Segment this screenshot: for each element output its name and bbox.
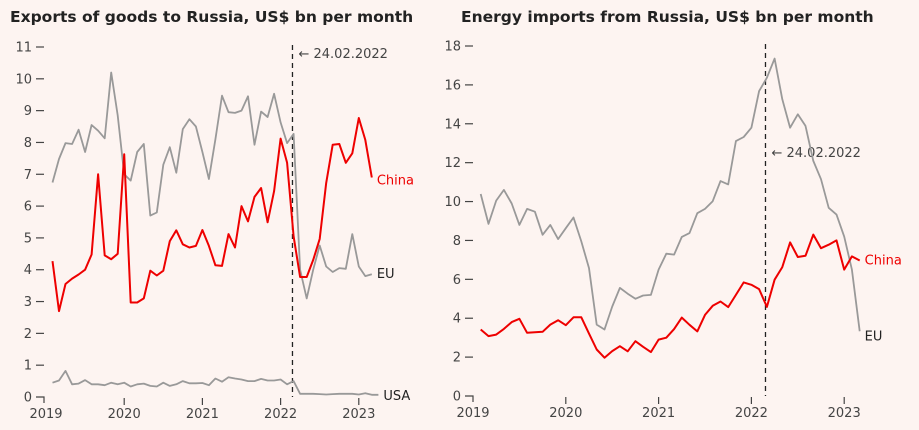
y-tick-label: 16 bbox=[444, 78, 461, 93]
y-tick-label: 0 bbox=[453, 390, 461, 405]
x-tick-label: 2019 bbox=[456, 406, 489, 421]
x-tick: 2019 bbox=[29, 407, 62, 422]
exports-line-chart: 0 1 2 3 4 5 6 7 8 9 10 11 2019 2020 2021 2022 2023 ← 24.0… bbox=[15, 41, 414, 423]
y-tick-label: 10 bbox=[444, 195, 461, 210]
x-tick-label: 2023 bbox=[828, 406, 861, 421]
series-label-eu: EU bbox=[377, 267, 395, 282]
invasion-date-label: ← 24.02.2022 bbox=[298, 47, 387, 62]
y-tick-label: 6 bbox=[24, 200, 32, 215]
y-tick: 0 bbox=[24, 391, 45, 406]
y-tick-label: 4 bbox=[24, 263, 32, 278]
series-line-china bbox=[51, 117, 373, 313]
y-tick-label: 18 bbox=[444, 40, 461, 55]
energy-line-chart: 0 2 4 6 8 10 12 14 16 18 2019 2020 2021 2022 2023 ← 24.… bbox=[444, 40, 902, 422]
series-line-usa bbox=[52, 369, 379, 396]
exports-chart-panel: Exports of goods to Russia, US$ bn per m… bbox=[10, 8, 414, 423]
y-tick-label: 7 bbox=[24, 168, 32, 183]
series-label-china: China bbox=[865, 253, 902, 268]
x-tick-label: 2021 bbox=[642, 406, 675, 421]
x-tick-label: 2020 bbox=[108, 407, 141, 422]
x-tick-label: 2022 bbox=[735, 406, 768, 421]
y-tick: 2 bbox=[24, 327, 44, 342]
y-tick: 3 bbox=[24, 295, 44, 310]
y-tick: 0 bbox=[453, 390, 474, 405]
y-tick-label: 11 bbox=[15, 41, 32, 56]
y-tick: 1 bbox=[24, 359, 44, 374]
y-tick: 16 bbox=[444, 78, 473, 93]
y-tick: 6 bbox=[453, 273, 473, 288]
y-tick: 2 bbox=[453, 351, 473, 366]
invasion-date-label: ← 24.02.2022 bbox=[771, 146, 860, 161]
series-label-usa: USA bbox=[383, 389, 410, 404]
y-tick-label: 6 bbox=[453, 273, 461, 288]
y-tick: 5 bbox=[24, 231, 44, 246]
x-tick: 2023 bbox=[342, 398, 375, 422]
y-tick-label: 9 bbox=[24, 104, 32, 119]
y-tick-label: 2 bbox=[453, 351, 461, 366]
series-label-eu: EU bbox=[865, 329, 883, 344]
y-tick-label: 1 bbox=[24, 359, 32, 374]
y-tick: 18 bbox=[444, 40, 473, 55]
y-tick: 10 bbox=[15, 72, 44, 87]
x-tick: 2020 bbox=[108, 398, 141, 422]
x-tick: 2021 bbox=[642, 397, 675, 421]
y-tick-label: 4 bbox=[453, 312, 461, 327]
axis-corner bbox=[36, 396, 45, 403]
series-line-eu bbox=[479, 57, 861, 332]
y-tick-label: 10 bbox=[15, 72, 32, 87]
series-line-eu bbox=[51, 71, 373, 300]
y-tick: 4 bbox=[453, 312, 473, 327]
y-tick-label: 0 bbox=[24, 391, 32, 406]
x-tick: 2022 bbox=[264, 398, 297, 422]
chart-title: Exports of goods to Russia, US$ bn per m… bbox=[10, 8, 414, 26]
x-tick: 2022 bbox=[735, 397, 768, 421]
y-tick-label: 5 bbox=[24, 231, 32, 246]
y-tick-label: 2 bbox=[24, 327, 32, 342]
y-tick: 14 bbox=[444, 117, 473, 132]
y-tick-label: 8 bbox=[24, 136, 32, 151]
x-tick-label: 2023 bbox=[342, 407, 375, 422]
y-tick: 9 bbox=[24, 104, 44, 119]
y-tick: 11 bbox=[15, 41, 44, 56]
y-tick-label: 14 bbox=[444, 117, 461, 132]
y-tick-label: 8 bbox=[453, 234, 461, 249]
y-tick: 8 bbox=[453, 234, 473, 249]
x-tick-label: 2022 bbox=[264, 407, 297, 422]
y-tick: 7 bbox=[24, 168, 44, 183]
series-line-china bbox=[480, 233, 861, 359]
series-label-china: China bbox=[377, 173, 414, 188]
y-tick: 4 bbox=[24, 263, 44, 278]
y-tick: 12 bbox=[444, 156, 473, 171]
y-tick: 6 bbox=[24, 200, 44, 215]
y-tick-label: 3 bbox=[24, 295, 32, 310]
axis-corner bbox=[465, 395, 474, 402]
chart-title: Energy imports from Russia, US$ bn per m… bbox=[461, 8, 874, 26]
x-tick: 2019 bbox=[456, 406, 489, 421]
x-tick-label: 2020 bbox=[549, 406, 582, 421]
x-tick-label: 2021 bbox=[186, 407, 219, 422]
x-tick: 2020 bbox=[549, 397, 582, 421]
energy-chart-panel: Energy imports from Russia, US$ bn per m… bbox=[440, 0, 919, 430]
y-tick: 8 bbox=[24, 136, 44, 151]
y-tick: 10 bbox=[444, 195, 473, 210]
x-tick: 2023 bbox=[828, 397, 861, 421]
y-tick-label: 12 bbox=[444, 156, 461, 171]
x-tick: 2021 bbox=[186, 398, 219, 422]
x-tick-label: 2019 bbox=[29, 407, 62, 422]
